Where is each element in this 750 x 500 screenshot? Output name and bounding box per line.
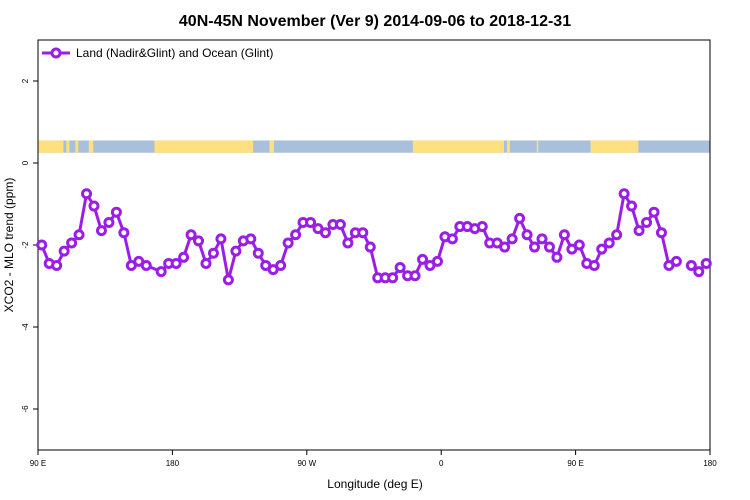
data-point [36,239,48,251]
data-point [95,225,107,237]
data-point [118,227,130,239]
legend-marker-swatch [50,47,62,59]
y-tick-label: -6 [21,405,30,413]
data-point [282,237,294,249]
data-point [170,257,182,269]
data-point [275,260,287,271]
land-patch [506,140,510,153]
land-patch [536,140,539,153]
legend-label: Land (Nadir&Glint) and Ocean (Glint) [76,46,273,60]
y-tick-label: -4 [21,323,30,331]
data-point [536,233,548,245]
data-point [529,241,541,253]
chart-title: 40N-45N November (Ver 9) 2014-09-06 to 2… [179,13,571,30]
x-tick-label: 0 [439,459,444,468]
data-point [155,266,167,278]
y-tick-label: -2 [21,241,30,249]
data-point [215,233,227,245]
data-point [51,260,63,271]
data-point [588,260,600,271]
series-line [40,192,133,267]
data-point [499,241,511,253]
data-point [290,229,302,241]
data-point [357,227,369,239]
land-patch [154,140,254,153]
x-tick-label: 90 W [297,459,316,468]
y-tick-label: 0 [21,160,30,165]
data-point [685,260,697,271]
data-point [73,229,85,241]
land-patch [88,140,94,153]
data-point [648,206,660,218]
data-point [185,229,197,241]
series-layer [36,188,712,286]
data-point [394,262,406,274]
data-point [409,270,421,282]
land-patch [66,140,70,153]
data-point [245,233,257,245]
y-tick-label: 2 [21,78,30,83]
data-point [700,257,712,269]
data-point [521,229,533,241]
land-patch [75,140,79,153]
data-point [431,255,443,267]
data-point [222,274,234,286]
x-tick-label: 180 [166,459,180,468]
x-tick-label: 90 E [567,459,583,468]
land-patch [590,140,639,153]
legend: Land (Nadir&Glint) and Ocean (Glint) [42,46,273,60]
data-point [670,255,682,267]
data-point [417,253,429,265]
data-point [364,241,376,253]
data-point [140,260,152,271]
data-point [551,251,563,263]
data-point [342,237,354,249]
x-tick-label: 180 [703,459,717,468]
land-patch [412,140,504,153]
data-point [200,257,212,269]
axes: 90 E 180 90 W 0 90 E 180 2 0 -2 -4 -6 [21,78,717,468]
land-patch [38,140,64,153]
data-point [655,227,667,239]
data-point [110,206,122,218]
data-point [319,227,331,239]
x-tick-label: 90 E [30,459,46,468]
data-point [387,272,399,284]
data-point [611,229,623,241]
data-point [603,237,615,249]
data-point [641,216,653,228]
data-point [446,233,458,245]
land-ocean-strip [38,140,710,153]
data-point [514,212,526,224]
land-patch [269,140,274,153]
data-point [230,245,242,257]
x-axis-label: Longitude (deg E) [327,477,422,491]
data-point [207,247,219,259]
data-point [81,188,93,200]
data-point [506,233,518,245]
data-point [633,225,645,237]
data-point [618,188,630,200]
data-point [88,200,100,212]
y-axis-label: XCO2 - MLO trend (ppm) [2,178,16,313]
data-point [305,216,317,228]
data-point [178,251,190,263]
data-point [252,247,264,259]
data-point [334,219,346,230]
data-point [626,200,638,212]
data-point [476,221,488,233]
data-point [58,245,70,257]
data-point [596,243,608,255]
data-point [103,216,115,228]
data-point [193,235,205,247]
data-point [66,237,78,249]
data-point [558,229,570,241]
data-point [573,239,585,251]
data-point [693,266,705,278]
data-point [543,241,555,253]
